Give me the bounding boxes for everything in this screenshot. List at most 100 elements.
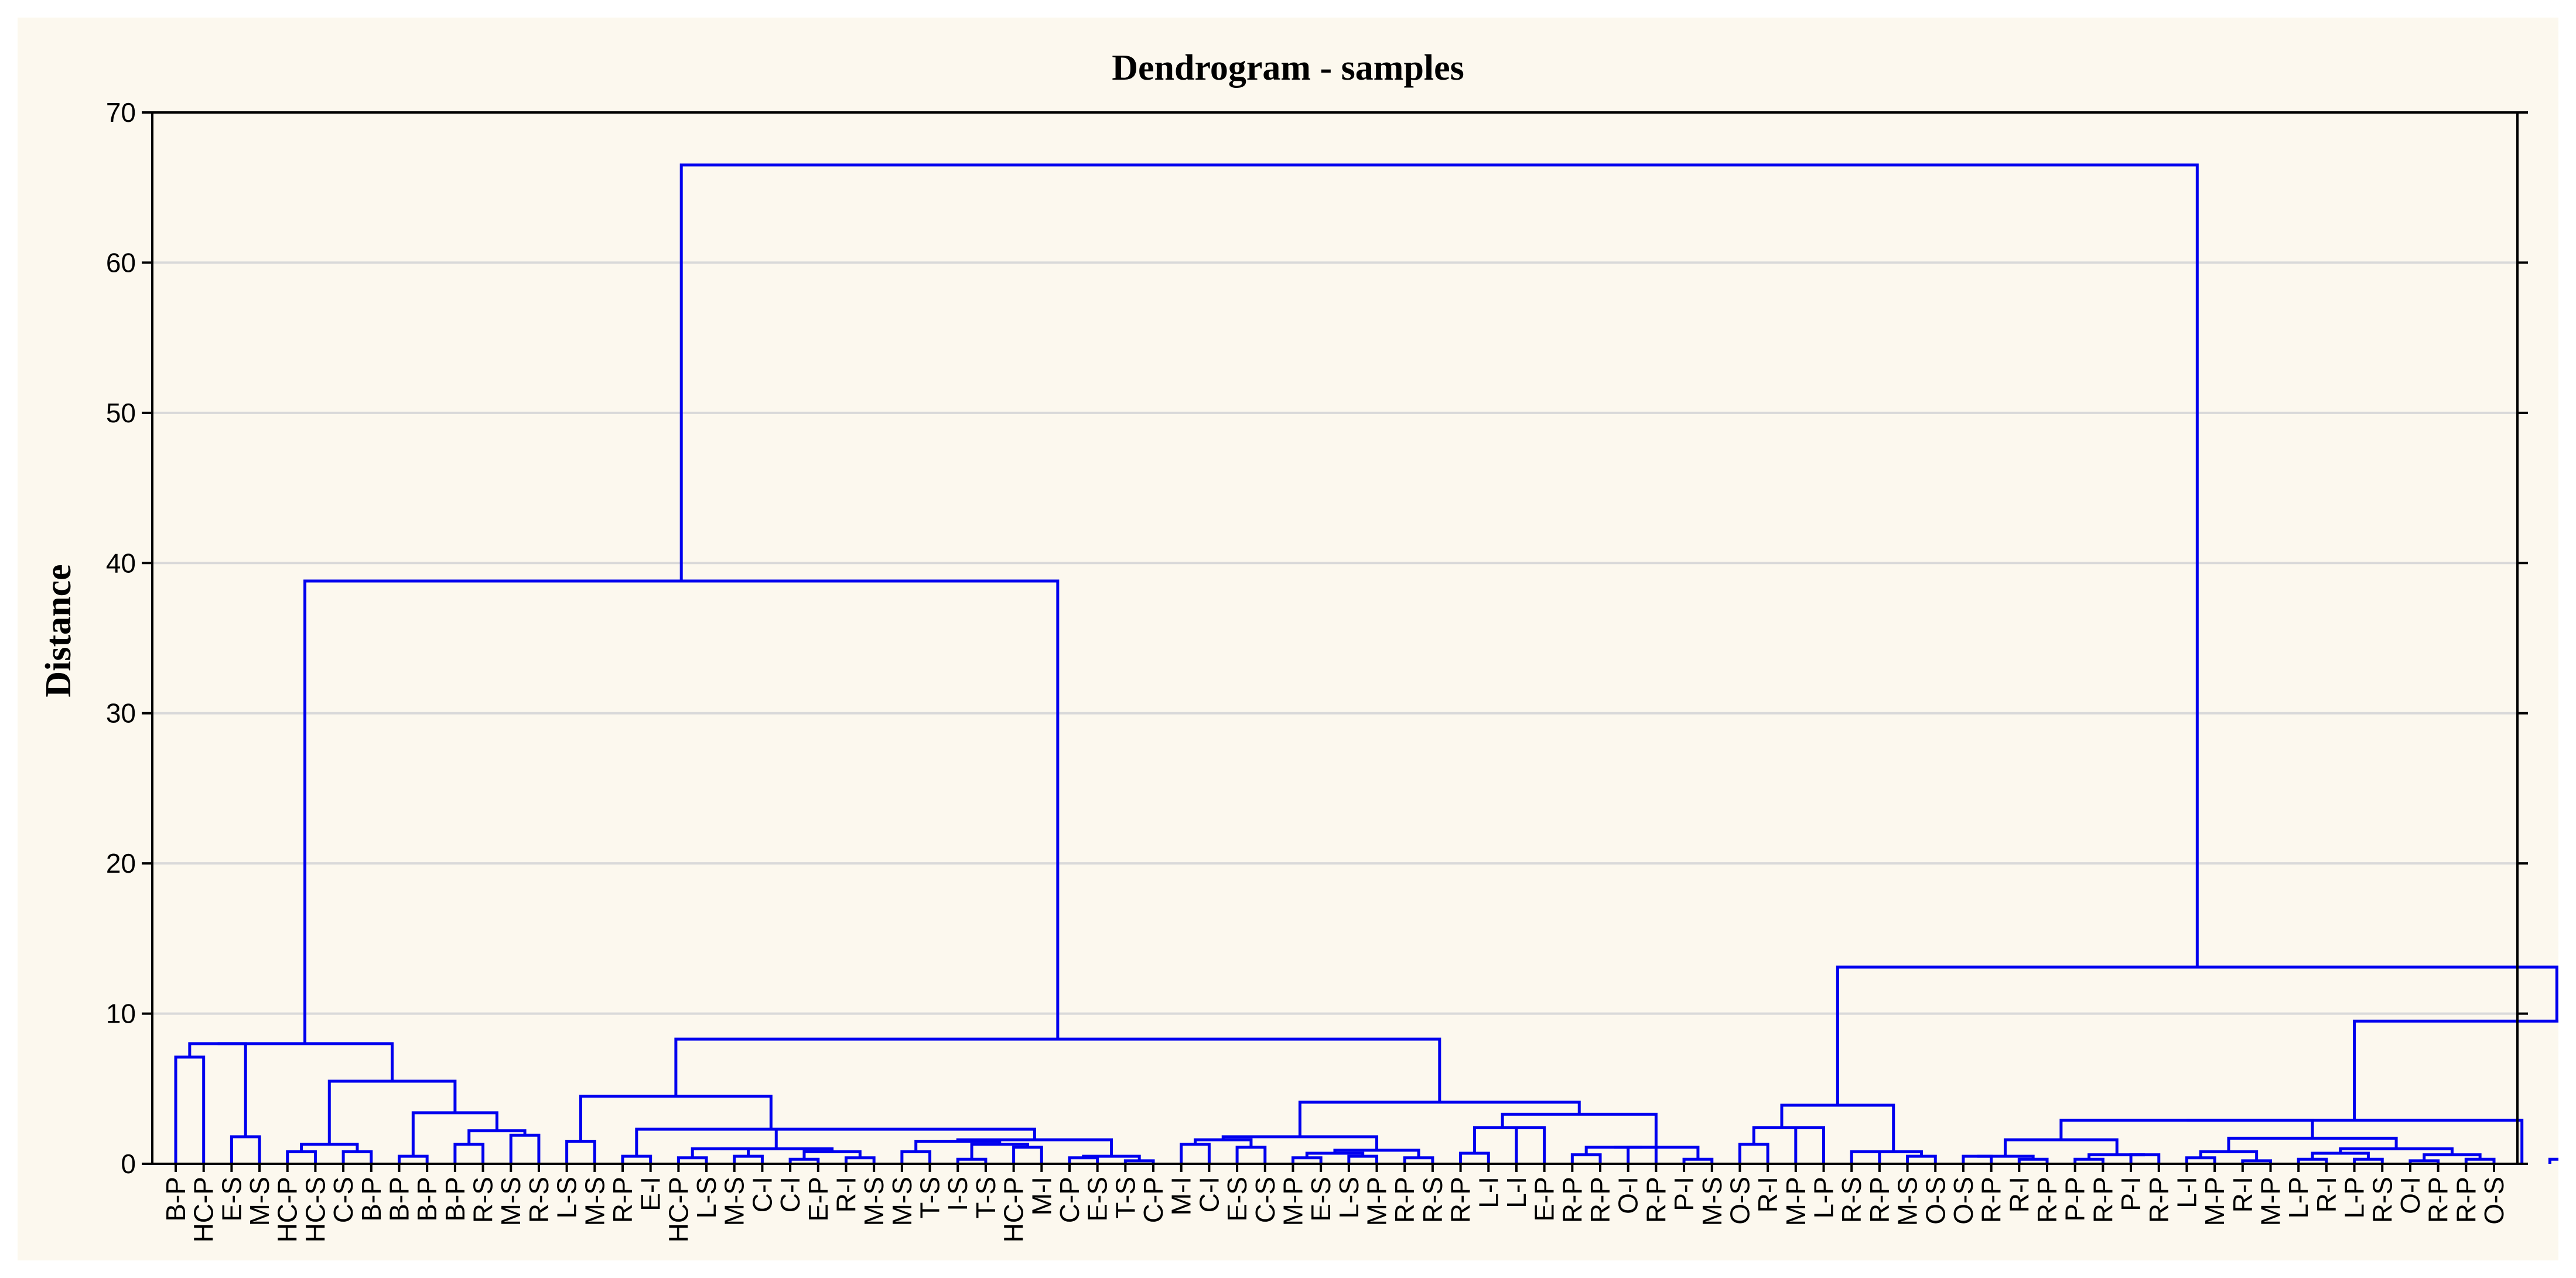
- leaf-label: T-S: [1110, 1177, 1140, 1219]
- chart-frame: Dendrogram - samples Distance 0 10 20 30 40 5…: [18, 18, 2558, 1260]
- leaf-label: B-P: [160, 1177, 191, 1222]
- leaf-label: E-P: [803, 1177, 833, 1222]
- leaf-label: P-P: [2060, 1177, 2090, 1222]
- dendrogram-link: [1570, 1153, 1602, 1164]
- leaf-label: L-P: [2283, 1177, 2314, 1219]
- dendrogram-links: [174, 163, 2558, 1164]
- dendrogram-link: [579, 1095, 773, 1142]
- leaf-label: C-P: [1138, 1177, 1169, 1223]
- dendrogram-link: [467, 1129, 527, 1144]
- leaf-label: R-I: [1752, 1177, 1783, 1212]
- y-tick-label: 10: [106, 999, 136, 1029]
- leaf-label: P-I: [1669, 1177, 1699, 1211]
- leaf-label: C-S: [328, 1177, 358, 1223]
- leaf-label: L-I: [1473, 1177, 1504, 1208]
- dendrogram-link: [1977, 1154, 2035, 1160]
- leaf-label: L-P: [1809, 1177, 1839, 1219]
- y-tick-label: 20: [106, 848, 136, 879]
- leaf-label: L-S: [1334, 1177, 1364, 1219]
- dendrogram-link: [1850, 1150, 1881, 1164]
- leaf-label: C-S: [1250, 1177, 1280, 1223]
- y-tick-label: 60: [106, 247, 136, 278]
- dendrogram-link: [1501, 1112, 1658, 1147]
- dendrogram-link: [733, 1154, 764, 1164]
- dendrogram-link: [2073, 1157, 2104, 1164]
- leaf-label: R-I: [2004, 1177, 2034, 1212]
- dendrogram-link: [1614, 1146, 1700, 1160]
- dendrogram-link: [397, 1154, 429, 1164]
- dendrogram-link: [2227, 1136, 2398, 1152]
- leaf-label: M-I: [1026, 1177, 1057, 1215]
- dendrogram-link: [720, 1147, 834, 1152]
- dendrogram-link: [341, 1150, 373, 1164]
- leaf-label: HC-P: [999, 1177, 1029, 1242]
- leaf-label: M-S: [887, 1177, 917, 1226]
- y-tick-label: 30: [106, 698, 136, 729]
- leaf-label: E-I: [636, 1177, 666, 1211]
- leaf-label: L-S: [691, 1177, 722, 1219]
- leaf-label: M-S: [859, 1177, 889, 1226]
- leaf-label: R-P: [2451, 1177, 2481, 1223]
- y-tick-label: 40: [106, 548, 136, 578]
- dendrogram-link: [1794, 1126, 1826, 1164]
- dendrogram-link: [1866, 1150, 1923, 1157]
- leaf-label: R-P: [1641, 1177, 1671, 1223]
- dendrogram-link: [1473, 1126, 1530, 1154]
- dendrogram-link: [453, 1143, 485, 1164]
- dendrogram-link: [774, 1127, 1036, 1149]
- leaf-label: M-P: [2199, 1177, 2230, 1226]
- plot-area-border: [151, 111, 2519, 1165]
- leaf-label: L-I: [1501, 1177, 1532, 1208]
- y-axis-ticks: 0 10 20 30 40 50 60 70: [106, 97, 2528, 1179]
- dendrogram-link: [1347, 1154, 1379, 1164]
- dendrogram-link: [509, 1133, 541, 1164]
- chart-title: Dendrogram - samples: [1112, 48, 1464, 88]
- leaf-label: R-S: [1836, 1177, 1867, 1223]
- dendrogram-link: [900, 1150, 932, 1164]
- leaf-label: O-I: [2395, 1177, 2425, 1214]
- leaf-label: O-S: [1948, 1177, 1979, 1225]
- dendrogram-link: [1836, 965, 2558, 1105]
- dendrogram-link: [2199, 1150, 2259, 1161]
- leaf-label: C-I: [1194, 1177, 1224, 1212]
- dendrogram-link: [691, 1147, 750, 1158]
- leaf-label: M-S: [579, 1177, 610, 1226]
- leaf-label: R-P: [1389, 1177, 1420, 1223]
- dendrogram-link: [286, 1150, 317, 1164]
- leaf-label: O-S: [1724, 1177, 1755, 1225]
- leaf-labels: B-PHC-PE-SM-SHC-PHC-SC-SB-PB-PB-PB-PR-SM…: [160, 1164, 2509, 1242]
- dendrogram-link: [2088, 1153, 2145, 1160]
- leaf-label: E-P: [1529, 1177, 1560, 1222]
- dendrogram-link: [914, 1140, 1002, 1152]
- leaf-label: R-P: [607, 1177, 638, 1223]
- leaf-label: B-P: [384, 1177, 414, 1222]
- leaf-label: R-S: [1417, 1177, 1448, 1223]
- leaf-label: R-P: [1585, 1177, 1615, 1223]
- leaf-label: HC-P: [189, 1177, 219, 1242]
- dendrogram-link: [2464, 1157, 2496, 1164]
- leaf-label: HC-P: [272, 1177, 303, 1242]
- leaf-label: M-P: [1362, 1177, 1392, 1226]
- dendrogram-link: [1180, 1143, 1211, 1164]
- leaf-label: E-S: [1082, 1177, 1113, 1222]
- dendrogram-link: [635, 1127, 906, 1157]
- leaf-label: R-S: [468, 1177, 498, 1223]
- leaf-label: M-I: [1166, 1177, 1197, 1215]
- dendrogram-link: [1627, 1146, 1658, 1164]
- leaf-label: M-P: [1277, 1177, 1308, 1226]
- dendrogram-link: [230, 1135, 261, 1164]
- dendrogram-link: [188, 1042, 247, 1137]
- leaf-label: B-P: [412, 1177, 442, 1222]
- leaf-label: M-S: [1892, 1177, 1923, 1226]
- leaf-label: R-I: [2227, 1177, 2258, 1212]
- leaf-label: R-P: [2032, 1177, 2062, 1223]
- dendrogram-link: [1082, 1154, 1141, 1161]
- leaf-label: B-P: [440, 1177, 470, 1222]
- leaf-label: T-S: [915, 1177, 945, 1219]
- leaf-label: R-P: [1557, 1177, 1587, 1223]
- leaf-label: R-P: [2088, 1177, 2118, 1223]
- leaf-label: I-S: [942, 1177, 973, 1211]
- leaf-label: E-S: [1306, 1177, 1336, 1222]
- leaf-label: T-S: [971, 1177, 1001, 1219]
- leaf-label: L-P: [2339, 1177, 2370, 1219]
